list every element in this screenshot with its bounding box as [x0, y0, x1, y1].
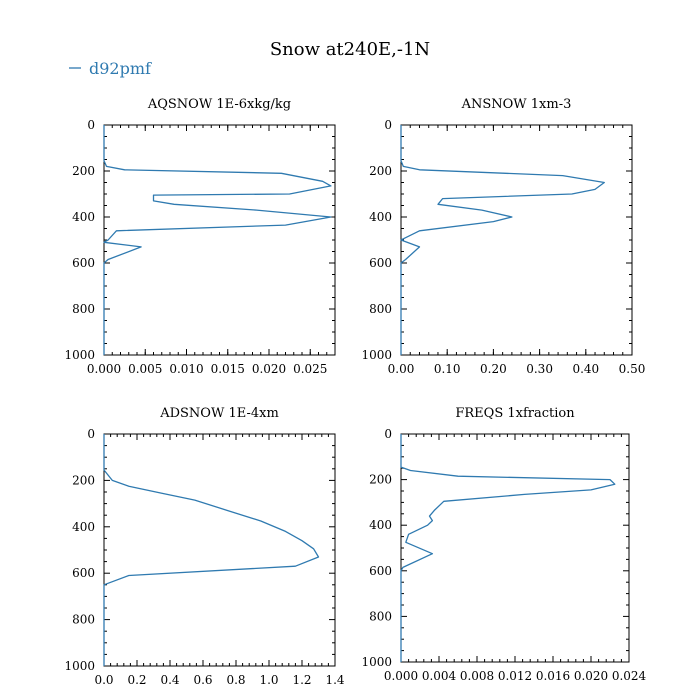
y-tick-label: 200: [72, 473, 95, 487]
y-tick-label: 800: [369, 609, 392, 623]
legend: d92pmf: [69, 59, 152, 78]
y-tick-label: 400: [72, 520, 95, 534]
x-tick-label: 0.8: [226, 673, 245, 687]
y-tick-label: 0: [384, 427, 392, 441]
x-tick-label: 0.000: [384, 669, 418, 683]
x-tick-label: 0.012: [498, 669, 532, 683]
x-tick-label: 0.015: [211, 362, 245, 376]
y-tick-label: 200: [369, 473, 392, 487]
x-tick-label: 0.025: [293, 362, 327, 376]
plot-frame: [103, 124, 336, 356]
x-tick-label: 0.024: [612, 669, 647, 683]
y-tick-label: 600: [369, 256, 392, 270]
x-tick-label: 0.005: [128, 362, 162, 376]
x-tick-label: 0.016: [536, 669, 570, 683]
y-tick-label: 1000: [64, 348, 95, 362]
series-line: [400, 125, 605, 355]
x-tick-label: 0.000: [87, 362, 121, 376]
y-tick-label: 600: [72, 256, 95, 270]
y-tick-label: 800: [369, 302, 392, 316]
panel-title: ANSNOW 1xm-3: [461, 97, 572, 112]
y-tick-label: 0: [384, 118, 392, 132]
y-tick-label: 400: [369, 210, 392, 224]
y-tick-label: 600: [72, 566, 95, 580]
x-tick-label: 0.004: [422, 669, 457, 683]
x-tick-label: 0.00: [388, 362, 415, 376]
y-tick-label: 200: [369, 164, 392, 178]
x-tick-label: 0.008: [460, 669, 494, 683]
panel-title: FREQS 1xfraction: [455, 406, 575, 421]
y-tick-label: 0: [87, 427, 95, 441]
y-tick-label: 0: [87, 118, 95, 132]
x-tick-label: 0.40: [572, 362, 599, 376]
y-tick-label: 800: [72, 302, 95, 316]
x-tick-label: 0.30: [526, 362, 553, 376]
x-tick-label: 0.0: [94, 673, 113, 687]
figure-title: Snow at240E,-1N: [270, 39, 430, 60]
plot-frame: [400, 433, 630, 663]
x-tick-label: 0.2: [127, 673, 146, 687]
panel-title: AQSNOW 1E-6xkg/kg: [147, 97, 291, 112]
x-tick-label: 0.010: [169, 362, 203, 376]
y-tick-label: 600: [369, 564, 392, 578]
panel-title: ADSNOW 1E-4xm: [159, 406, 279, 421]
series-line: [103, 125, 332, 355]
x-tick-label: 0.6: [193, 673, 212, 687]
x-tick-label: 0.020: [574, 669, 608, 683]
series-line: [103, 434, 320, 666]
y-tick-label: 1000: [361, 655, 392, 669]
plot-frame: [400, 124, 633, 356]
y-tick-label: 200: [72, 164, 95, 178]
y-tick-label: 1000: [361, 348, 392, 362]
y-tick-label: 400: [369, 518, 392, 532]
y-tick-label: 800: [72, 613, 95, 627]
x-tick-label: 0.10: [434, 362, 461, 376]
y-tick-label: 400: [72, 210, 95, 224]
x-tick-label: 1.4: [325, 673, 344, 687]
x-tick-label: 0.4: [160, 673, 179, 687]
x-tick-label: 0.020: [252, 362, 286, 376]
x-tick-label: 0.20: [480, 362, 507, 376]
legend-label: d92pmf: [89, 59, 152, 78]
x-tick-label: 0.50: [619, 362, 646, 376]
x-tick-label: 1.2: [292, 673, 311, 687]
plot-frame: [103, 433, 336, 667]
y-tick-label: 1000: [64, 659, 95, 673]
series-line: [400, 434, 616, 662]
x-tick-label: 1.0: [259, 673, 278, 687]
